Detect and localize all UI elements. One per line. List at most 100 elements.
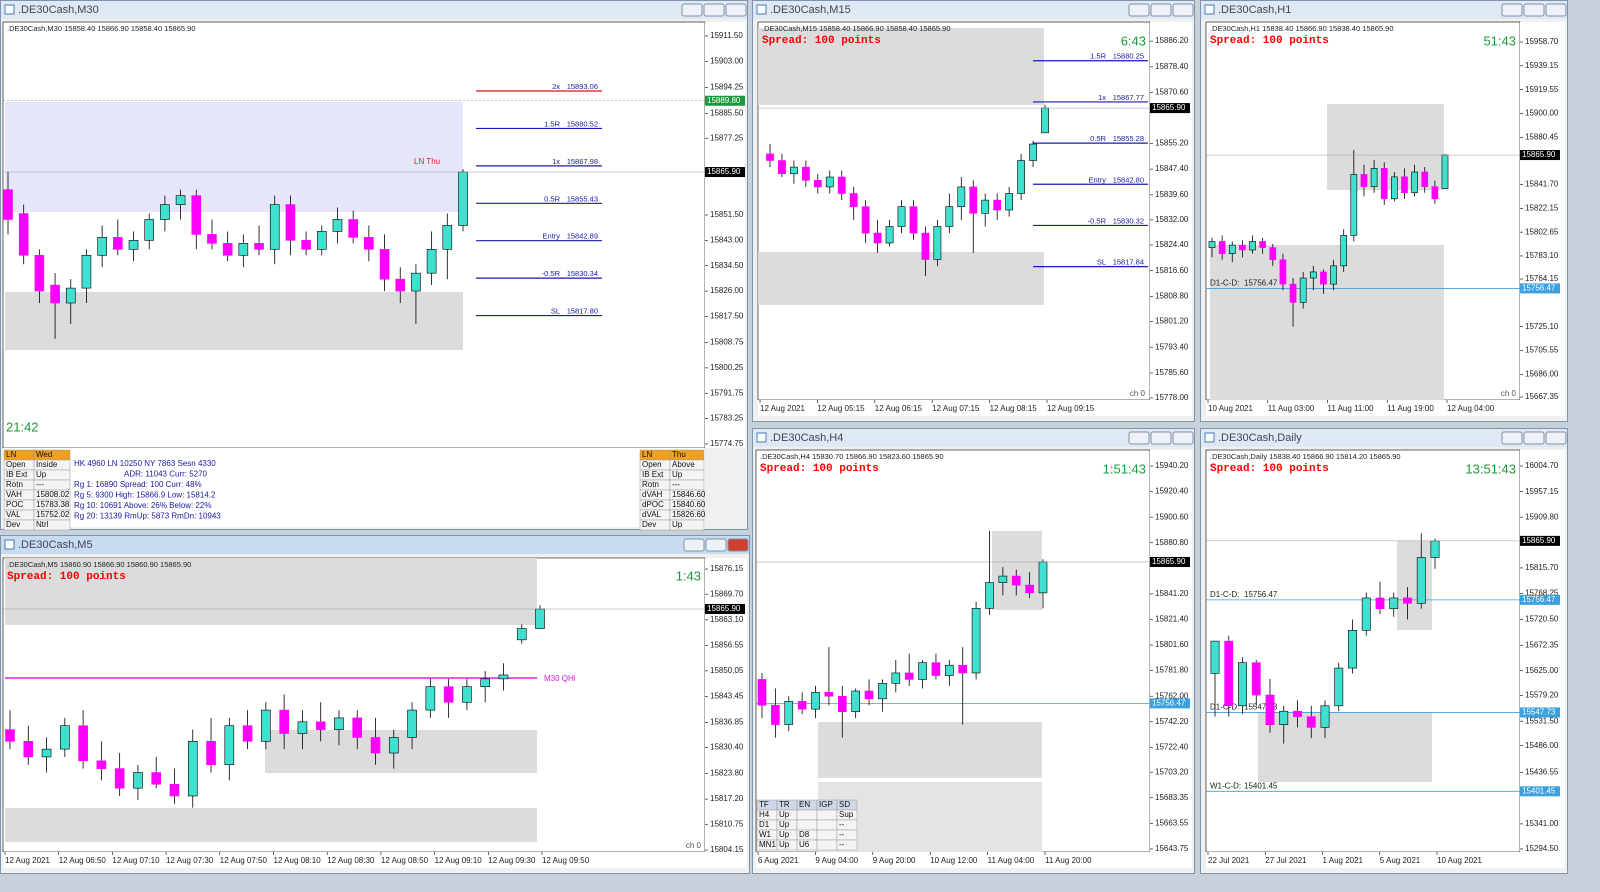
candle-down: [1421, 171, 1429, 187]
timer: 1:43: [676, 568, 701, 583]
table-cell-text: TR: [779, 800, 790, 809]
candle-down: [1360, 174, 1368, 187]
price-tick-label: 15856.55: [710, 641, 744, 650]
candle-down: [1239, 244, 1246, 251]
price-tick-label: 15801.60: [1155, 640, 1189, 649]
time-axis: [758, 400, 1150, 416]
price-tick-label: 15894.25: [710, 83, 744, 92]
level-name: D1-C-D:: [1210, 590, 1239, 599]
time-tick-label: 12 Aug 09:10: [435, 856, 483, 865]
table-cell: [816, 829, 838, 841]
time-tick-label: 12 Aug 07:50: [220, 856, 268, 865]
table-cell-text: --: [839, 830, 845, 839]
candle-down: [1289, 283, 1297, 303]
candle-down: [1320, 271, 1327, 285]
candle-down: [958, 664, 968, 674]
current-price-box: [1150, 556, 1190, 567]
price-tick-label: 15958.70: [1525, 37, 1559, 46]
zone: [992, 531, 1042, 610]
window-button[interactable]: [1172, 3, 1194, 17]
window-button[interactable]: [1150, 3, 1172, 17]
window-button[interactable]: [1172, 431, 1194, 445]
level-name: SL: [551, 307, 560, 316]
time-tick-label: 1 Aug 2021: [1323, 856, 1364, 865]
window-title: .DE30Cash,H1: [1218, 4, 1291, 16]
window-button[interactable]: [1501, 431, 1523, 445]
window-button[interactable]: [1150, 431, 1172, 445]
candle-down: [849, 193, 858, 208]
table-cell-text: Inside: [36, 460, 58, 469]
candle-up: [1334, 667, 1344, 707]
window-button[interactable]: [703, 3, 725, 17]
candle-up: [332, 219, 343, 232]
window-button[interactable]: [1545, 431, 1567, 445]
time-tick-label: 10 Aug 2021: [1208, 404, 1253, 413]
time-tick-label: 11 Aug 20:00: [1045, 856, 1092, 865]
candle-up: [297, 721, 308, 734]
candle-up: [945, 206, 954, 227]
window-button[interactable]: [725, 3, 747, 17]
table-cell-text: 15783.38: [36, 500, 70, 509]
level-name: Entry: [1088, 175, 1106, 184]
price-tick-label: 15885.50: [710, 109, 744, 118]
level-name: -0.5R: [542, 269, 561, 278]
annotation: ch 0: [1501, 389, 1517, 398]
candle-down: [222, 243, 233, 256]
table-cell-text: Up: [36, 470, 47, 479]
time-tick-label: 12 Aug 06:50: [59, 856, 107, 865]
price-tick-label: 15742.20: [1155, 717, 1189, 726]
candle-up: [187, 741, 198, 797]
table-cell-text: 15826.60: [672, 510, 706, 519]
candle-up: [442, 225, 453, 250]
window-button[interactable]: [1128, 431, 1150, 445]
price-tick-label: 15817.20: [710, 794, 744, 803]
candle-down: [395, 278, 406, 292]
candle-down: [757, 679, 767, 706]
candle-down: [909, 206, 918, 234]
window-button[interactable]: [1545, 3, 1567, 17]
level-price: 15880.52: [567, 119, 598, 128]
candle-down: [5, 729, 15, 742]
candle-up: [334, 717, 344, 730]
window-button[interactable]: [1501, 3, 1523, 17]
table-cell-text: Open: [6, 460, 26, 469]
window-title: .DE30Cash,M5: [18, 539, 93, 551]
candle-down: [993, 199, 1002, 211]
title-bar: [753, 429, 1194, 447]
candle-up: [1228, 244, 1236, 254]
level-name: SL: [1097, 258, 1106, 267]
candle-down: [151, 772, 162, 785]
window-button[interactable]: [1523, 431, 1545, 445]
candle-up: [885, 226, 894, 244]
candle-up: [878, 682, 887, 700]
candle-down: [50, 284, 60, 304]
table-cell-text: W1: [759, 830, 772, 839]
level-price: 15756.47: [1522, 595, 1556, 604]
candle-down: [242, 725, 253, 742]
price-tick-label: 15830.40: [710, 743, 744, 752]
table-cell-text: Dev: [6, 520, 20, 529]
window-button[interactable]: [727, 538, 749, 552]
table-cell-text: Rotn: [642, 480, 659, 489]
candle-up: [411, 272, 421, 292]
extra-price-box: [705, 95, 745, 106]
candle-down: [254, 243, 264, 250]
candle-up: [891, 672, 901, 684]
time-tick-label: 12 Aug 09:15: [1047, 404, 1095, 413]
candle-up: [144, 219, 155, 241]
window-button[interactable]: [1128, 3, 1150, 17]
window-button[interactable]: [705, 538, 727, 552]
candle-down: [1251, 662, 1261, 696]
price-tick-label: 15815.70: [1525, 563, 1559, 572]
level-price: 15842.80: [1113, 175, 1144, 184]
window-button[interactable]: [681, 3, 703, 17]
window-button[interactable]: [1523, 3, 1545, 17]
candle-down: [279, 709, 289, 734]
table-cell-text: Up: [779, 820, 790, 829]
table-cell: [816, 839, 838, 851]
candle-down: [771, 704, 780, 725]
candle-down: [113, 237, 123, 250]
window-button[interactable]: [683, 538, 705, 552]
time-tick-label: 10 Aug 2021: [1437, 856, 1482, 865]
current-price: 15865.90: [1522, 150, 1556, 159]
